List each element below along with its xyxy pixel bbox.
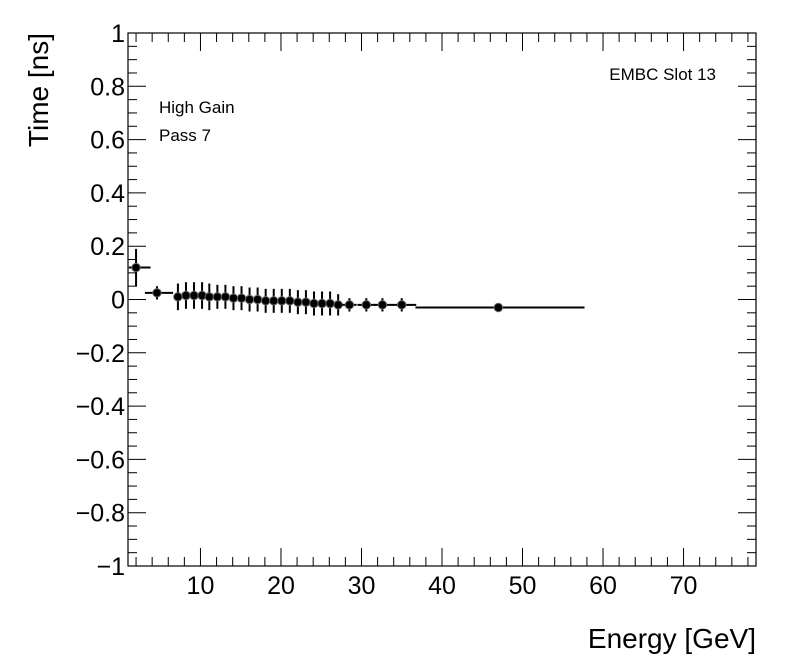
data-point — [252, 287, 263, 312]
data-point — [204, 283, 215, 311]
annotation-slot: EMBC Slot 13 — [609, 65, 716, 84]
point-marker — [377, 300, 388, 310]
y-tick-label: 0.6 — [90, 127, 125, 155]
point-marker — [252, 294, 263, 305]
point-marker — [212, 292, 223, 302]
x-axis-title: Energy [GeV] — [588, 623, 756, 654]
y-tick-label: 0 — [111, 287, 125, 315]
point-marker — [277, 296, 287, 306]
data-point — [342, 298, 357, 312]
x-tick-labels: 10 20 30 40 50 60 70 — [187, 572, 698, 600]
data-point — [236, 286, 247, 311]
y-axis-title: Time [ns] — [23, 33, 54, 147]
annotation-pass: Pass 7 — [159, 126, 211, 145]
point-marker — [189, 290, 199, 301]
x-tick-label: 50 — [509, 572, 537, 600]
point-marker — [309, 298, 319, 309]
data-point — [144, 286, 174, 300]
point-marker — [317, 298, 327, 309]
x-tick-label: 70 — [670, 572, 698, 600]
data-points — [128, 248, 585, 316]
point-marker — [285, 296, 295, 306]
y-tick-label: −1 — [96, 553, 125, 581]
x-tick-label: 10 — [187, 572, 215, 600]
y-tick-labels: −1 −0.8 −0.6 −0.4 −0.2 0 0.2 0.4 0.6 0.8 1 — [76, 20, 125, 581]
y-tick-label: 0.2 — [90, 233, 125, 261]
data-point — [277, 288, 287, 313]
data-point — [415, 302, 585, 313]
data-point — [301, 290, 311, 315]
point-marker — [397, 300, 407, 310]
data-point — [293, 290, 303, 315]
x-tick-label: 20 — [267, 572, 295, 600]
point-marker — [260, 296, 271, 306]
point-marker — [325, 298, 335, 309]
point-marker — [181, 290, 191, 301]
y-tick-label: −0.8 — [76, 500, 125, 528]
data-point — [285, 288, 295, 313]
point-marker — [131, 262, 141, 273]
point-marker — [301, 297, 311, 307]
data-point — [390, 298, 417, 312]
data-point — [173, 283, 183, 311]
point-marker — [236, 293, 247, 303]
data-point — [228, 286, 239, 311]
y-tick-label: −0.4 — [76, 393, 125, 421]
point-marker — [228, 293, 239, 303]
point-marker — [173, 292, 183, 302]
data-point — [189, 282, 199, 309]
point-marker — [361, 300, 372, 310]
data-point — [260, 288, 271, 313]
data-point — [325, 291, 335, 316]
data-point — [220, 284, 231, 309]
data-point — [374, 298, 391, 312]
y-tick-label: −0.6 — [76, 446, 125, 474]
point-marker — [220, 292, 231, 302]
x-tick-label: 60 — [589, 572, 617, 600]
data-point — [269, 288, 279, 313]
point-marker — [269, 296, 279, 306]
point-marker — [244, 294, 255, 305]
y-tick-label: −0.2 — [76, 340, 125, 368]
point-marker — [333, 300, 343, 310]
data-point — [317, 291, 327, 316]
annotation-gain: High Gain — [159, 98, 235, 117]
y-tick-label: 1 — [111, 20, 125, 48]
axis-ticks — [128, 32, 756, 567]
point-marker — [493, 302, 504, 313]
data-point — [244, 287, 255, 312]
data-point — [181, 282, 191, 309]
point-marker — [152, 288, 162, 298]
point-marker — [204, 292, 215, 302]
point-marker — [293, 297, 303, 307]
data-point — [357, 298, 376, 312]
data-point — [333, 294, 343, 316]
x-tick-label: 40 — [428, 572, 456, 600]
x-tick-label: 30 — [348, 572, 376, 600]
y-tick-label: 0.8 — [90, 73, 125, 101]
data-point — [212, 284, 223, 309]
y-tick-label: 0.4 — [90, 180, 125, 208]
data-point — [309, 291, 319, 316]
point-marker — [344, 300, 355, 310]
data-point — [128, 248, 151, 287]
